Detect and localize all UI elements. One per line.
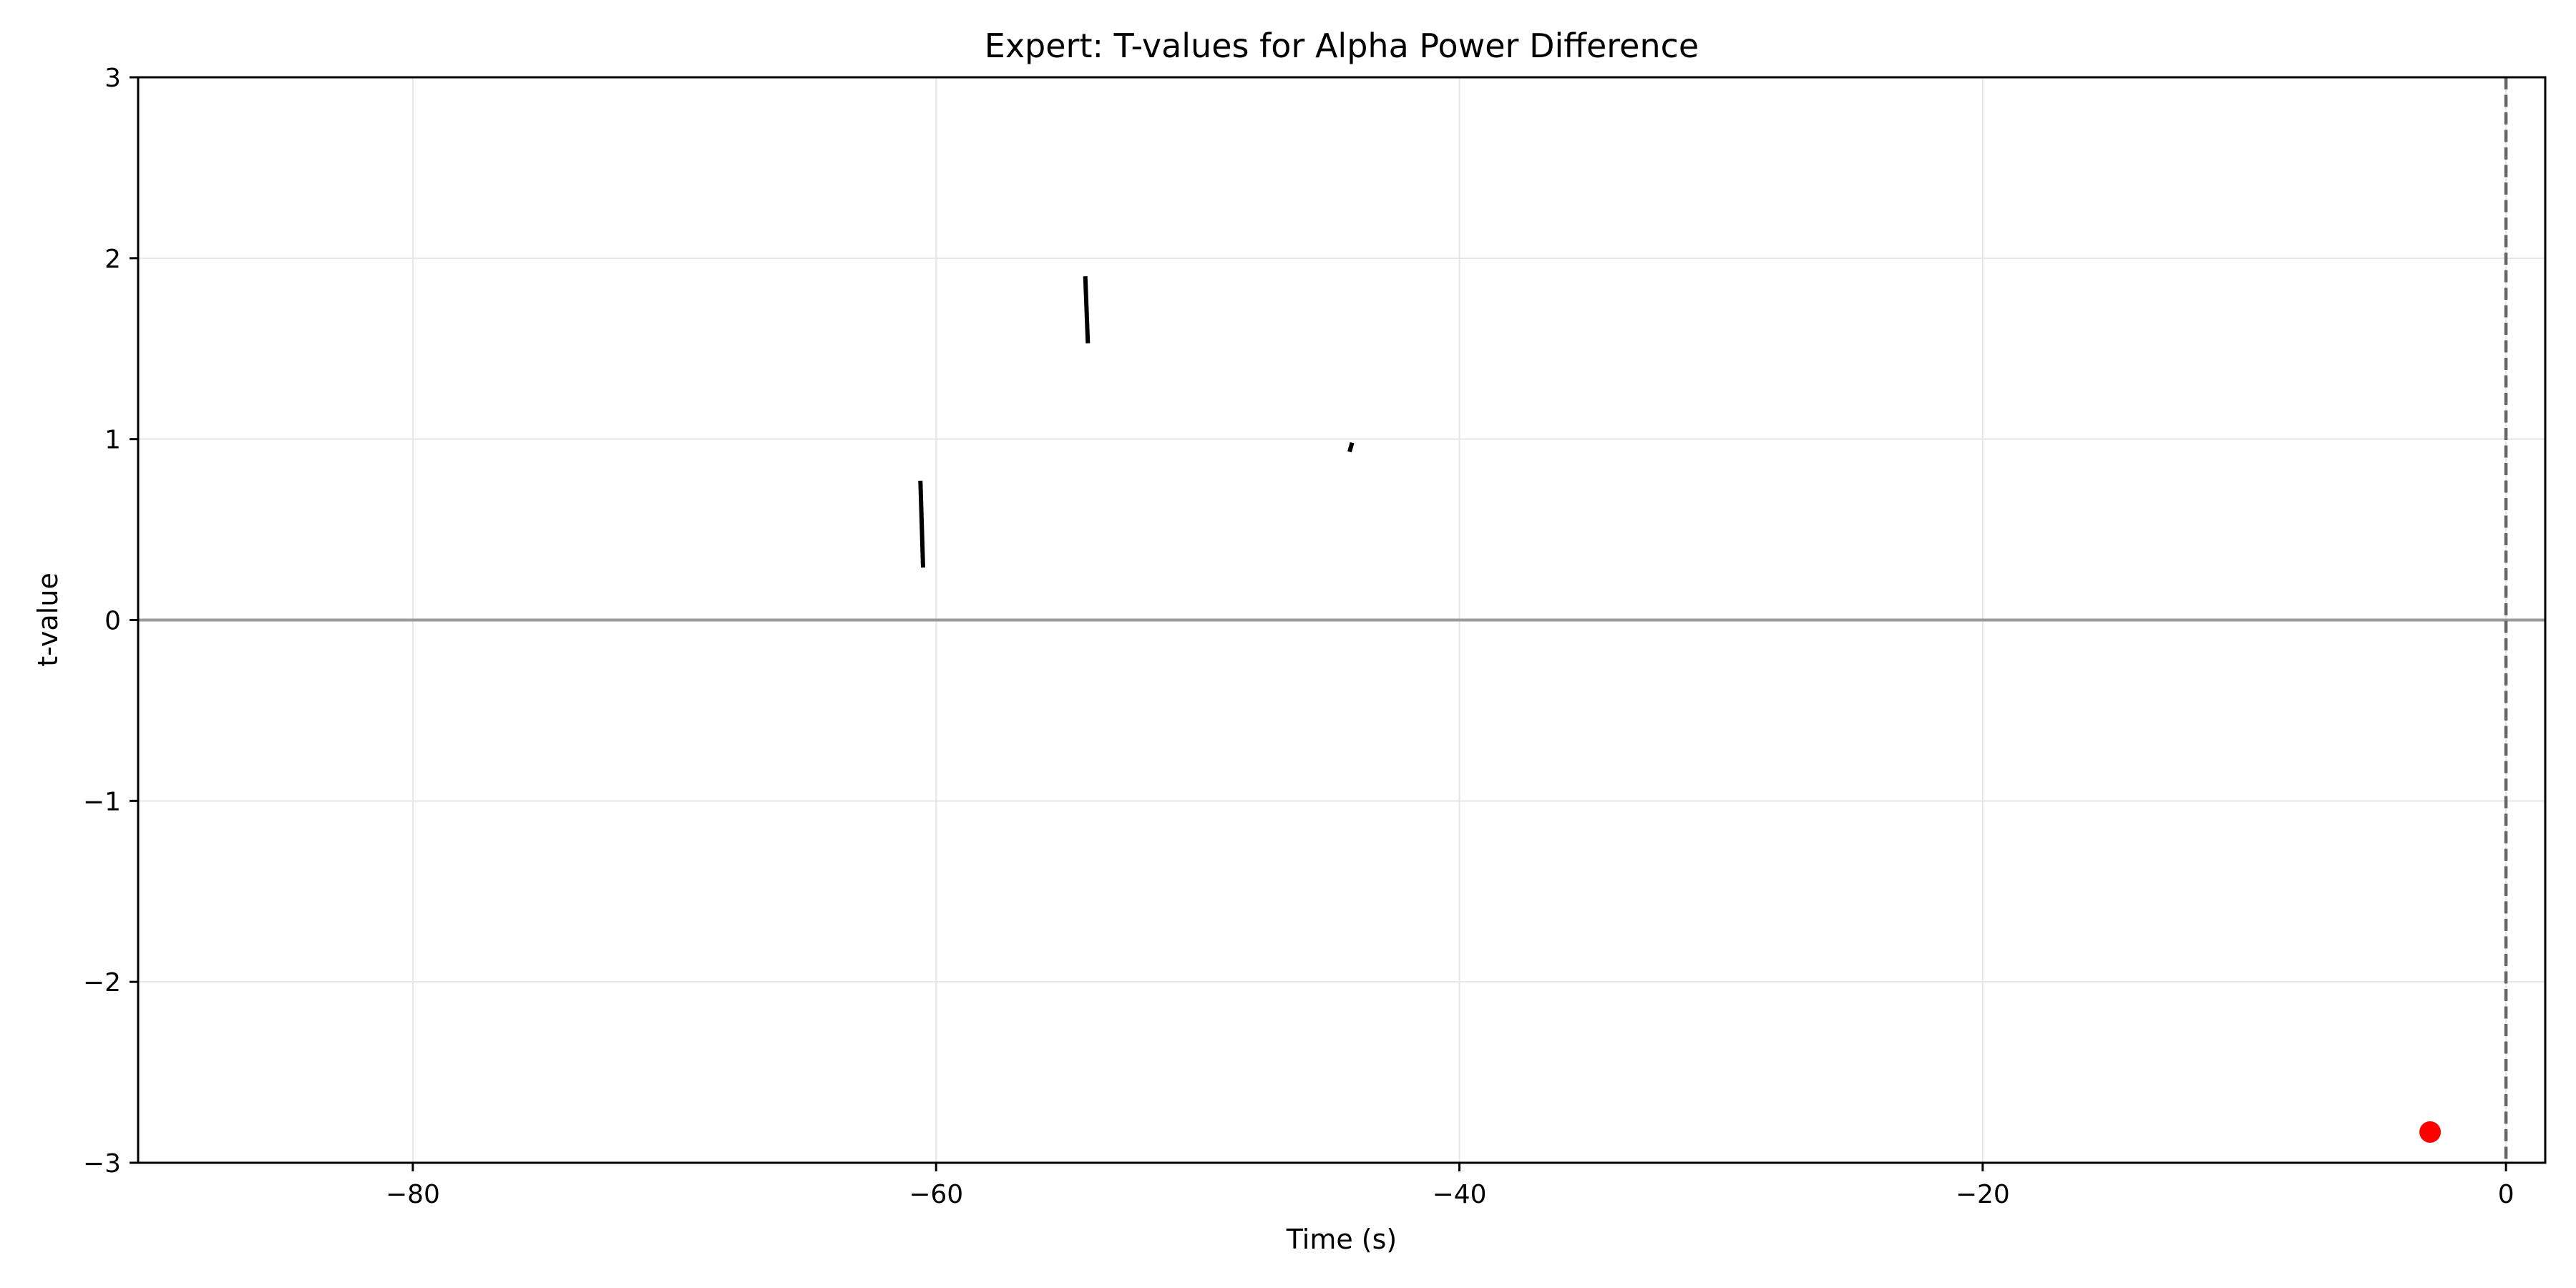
series [918,275,1355,568]
x-tick-label: −80 [386,1180,440,1209]
red-marker-point [2419,1121,2441,1143]
x-tick-label: −60 [909,1180,963,1209]
x-tick-label: −20 [1956,1180,2010,1209]
x-axis-title: Time (s) [1286,1224,1397,1255]
x-axis: −80 −60 −40 −20 0 [386,1163,2514,1209]
y-tick-label: 2 [104,245,121,274]
y-axis: −3 −2 −1 0 1 2 3 [83,64,138,1179]
markers [2419,1121,2441,1143]
x-tick-label: −40 [1433,1180,1487,1209]
series-line-segment [918,480,925,568]
y-tick-label: −2 [83,968,121,997]
series-line-segment [1083,275,1091,343]
y-tick-label: 3 [104,64,121,93]
series-line-segment [1347,441,1355,453]
reference-lines [138,77,2545,1163]
y-axis-title: t-value [32,572,64,666]
y-tick-label: −3 [83,1149,121,1179]
x-tick-label: 0 [2498,1180,2514,1209]
y-tick-label: 1 [104,426,121,455]
y-tick-label: −1 [83,787,121,816]
chart-title: Expert: T-values for Alpha Power Differe… [985,26,1699,65]
y-tick-label: 0 [104,607,121,636]
